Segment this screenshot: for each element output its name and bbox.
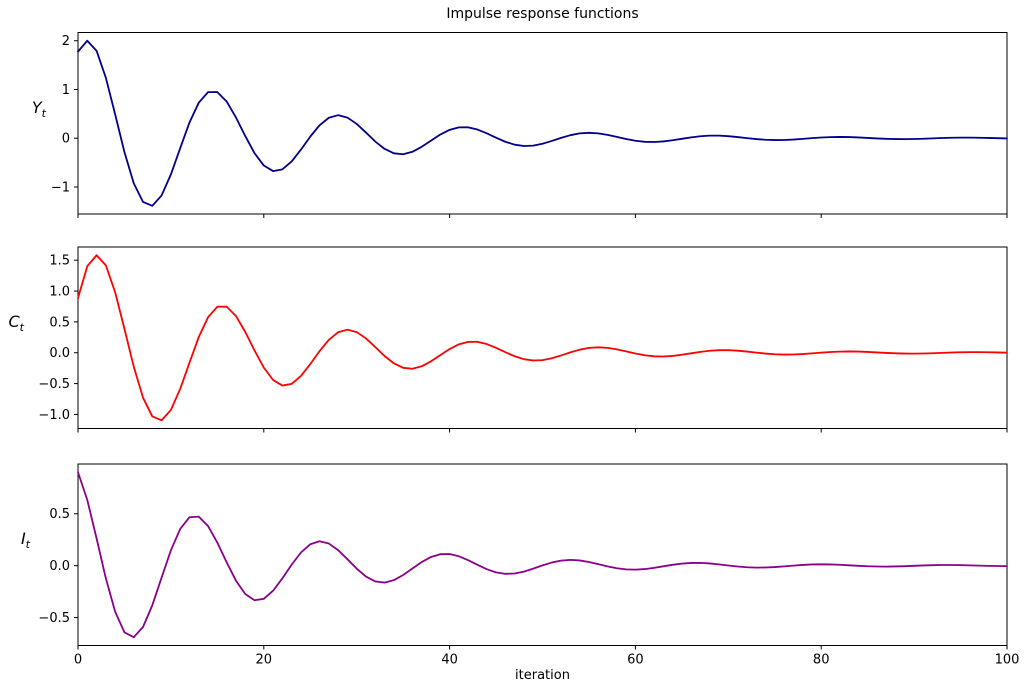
- x-tick-label: 100: [995, 653, 1020, 668]
- ylabel-It: It: [0, 529, 30, 555]
- axes-frame: [77, 32, 1008, 215]
- ylabel-It-sub: t: [25, 538, 30, 551]
- y-tick-label: 1.0: [49, 285, 70, 300]
- x-tick-label: 20: [256, 653, 273, 668]
- y-tick-label: 0.5: [49, 315, 70, 330]
- ylabel-Ct-base: C: [8, 311, 20, 331]
- ylabel-Yt-sub: t: [41, 107, 46, 120]
- ylabel-Yt: Yt: [0, 98, 46, 124]
- ylabel-It-base: I: [20, 528, 26, 548]
- ylabel-Ct: Ct: [0, 311, 25, 338]
- y-tick-label: 0.0: [49, 346, 70, 361]
- y-tick-label: 0.5: [49, 507, 70, 522]
- x-axis-label: iteration: [515, 668, 570, 683]
- subplot-It: 0 20 40 60 80 100 0.5 0.0 −0.5: [38, 463, 1020, 668]
- y-tick-label: 1: [62, 83, 70, 98]
- y-tick-label: 0: [62, 132, 70, 147]
- ylabel-Yt-base: Y: [31, 97, 42, 117]
- y-tick-label: 2: [62, 34, 70, 49]
- x-tick-label: 0: [74, 653, 82, 668]
- axes-frame: [77, 246, 1008, 429]
- axes-frame: [77, 463, 1008, 646]
- subplot-Ct: 1.5 1.0 0.5 0.0 −0.5 −1.0: [38, 246, 1008, 433]
- x-tick-label: 80: [813, 653, 830, 668]
- y-tick-label: 0.0: [49, 559, 70, 574]
- x-tick-label: 60: [627, 653, 644, 668]
- irf-line-Ct: [77, 254, 1008, 422]
- y-tick-label: −0.5: [38, 377, 70, 392]
- y-tick-label: −1.0: [38, 408, 70, 423]
- irf-line-It: [77, 471, 1008, 639]
- x-tick-label: 40: [441, 653, 458, 668]
- irf-line-Yt: [77, 39, 1008, 207]
- y-tick-label: −1: [51, 180, 70, 195]
- chart-title: Impulse response functions: [446, 6, 639, 22]
- y-tick-label: 1.5: [49, 254, 70, 269]
- y-tick-label: −0.5: [38, 611, 70, 626]
- subplot-Yt: 2 1 0 −1: [51, 32, 1008, 218]
- ylabel-Ct-sub: t: [19, 321, 24, 334]
